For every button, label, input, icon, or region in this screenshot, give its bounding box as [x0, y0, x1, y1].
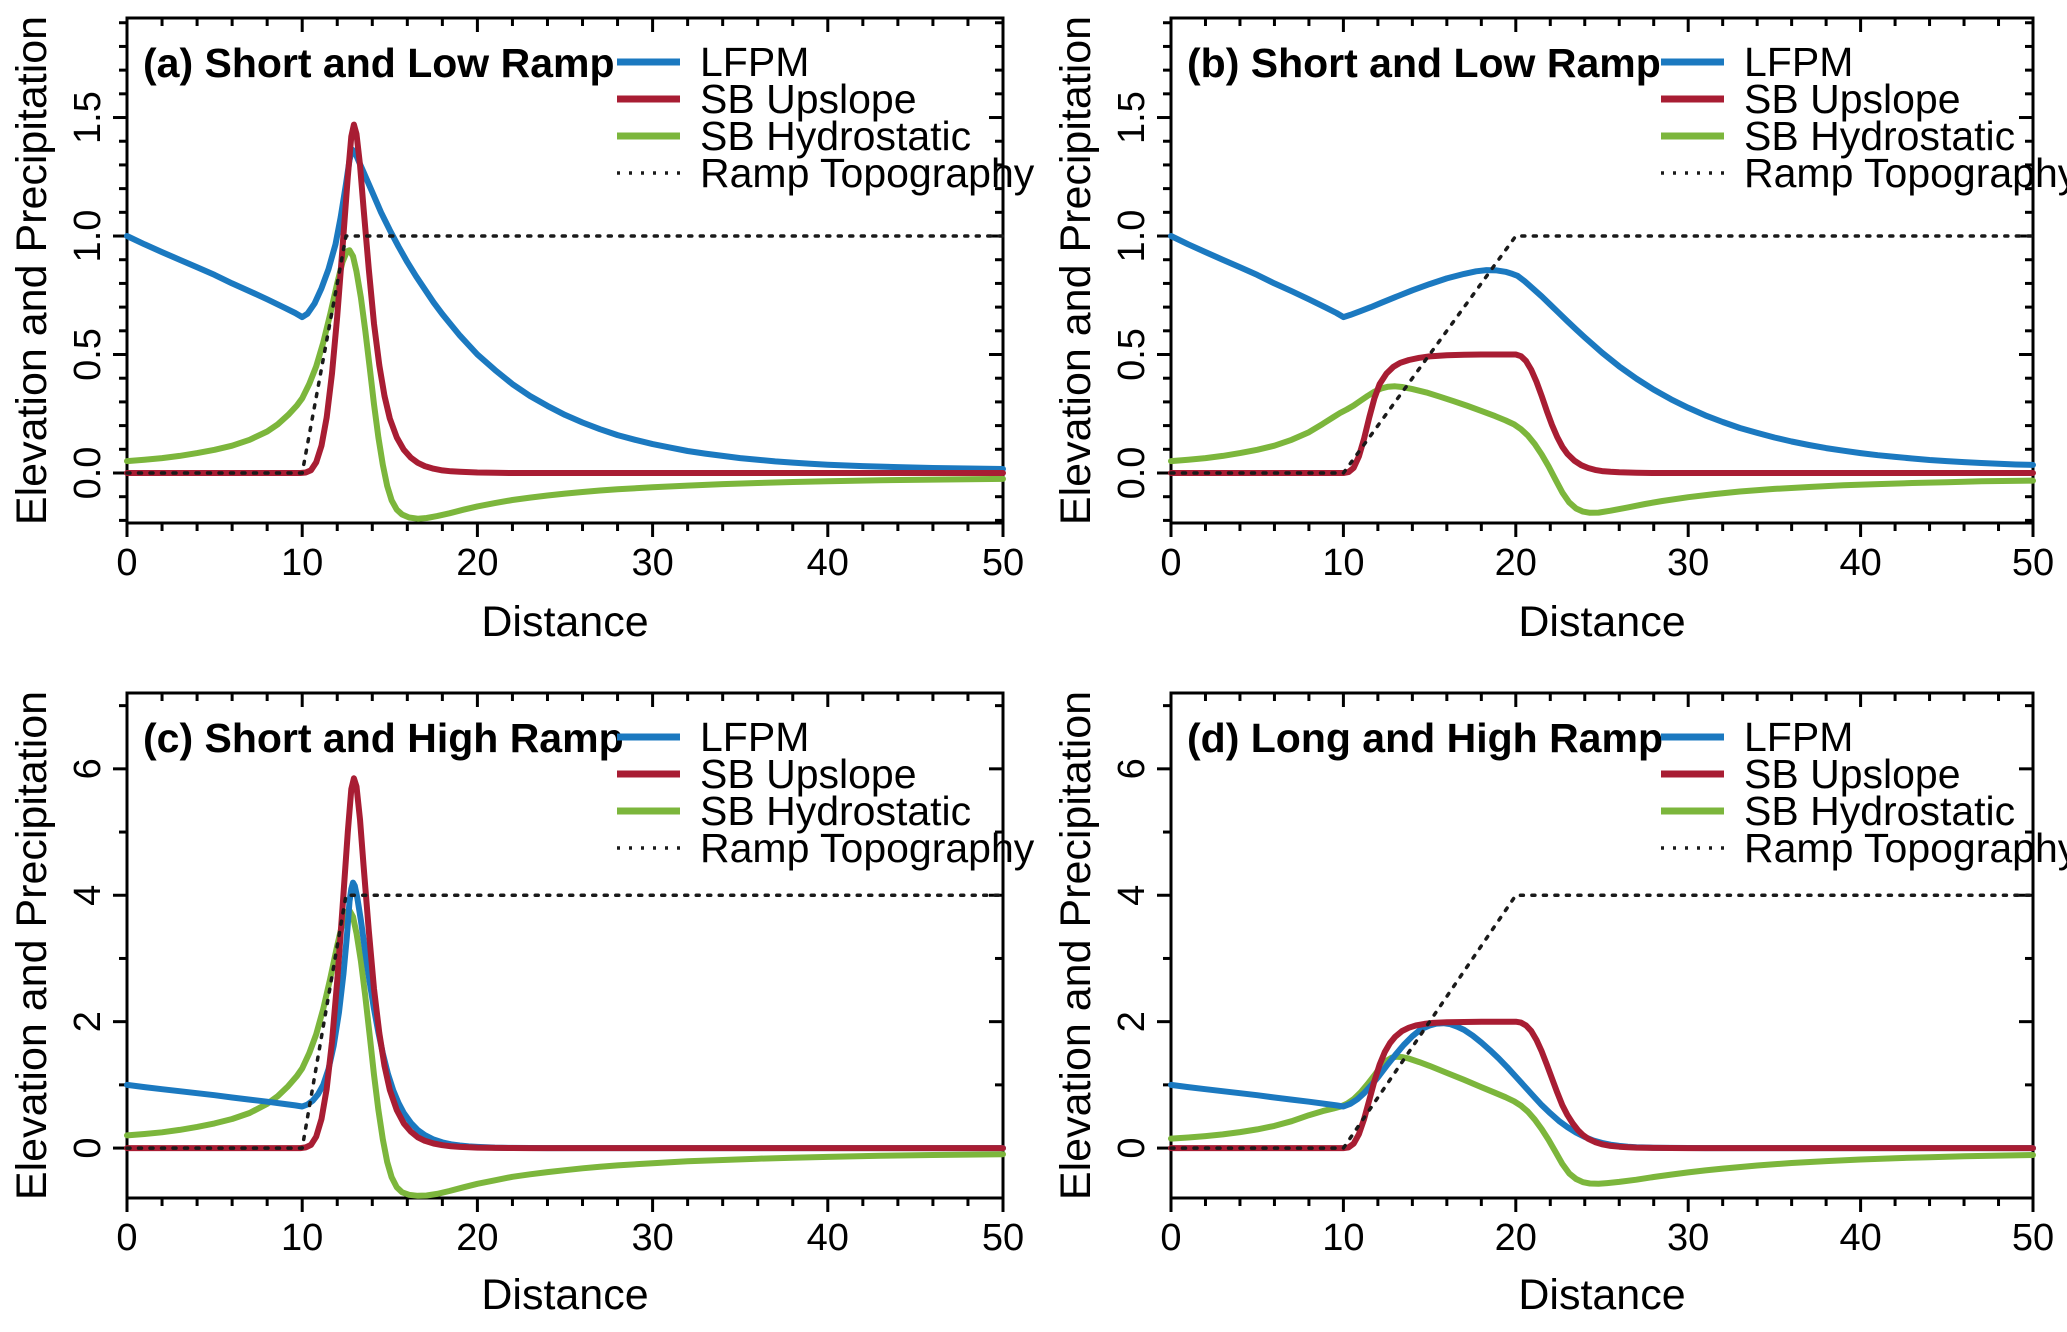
legend-item-sb-hydrostatic: SB Hydrostatic [1744, 113, 2015, 159]
legend-item-lfpm: LFPM [700, 714, 809, 760]
x-tick-label: 50 [2012, 542, 2054, 584]
panel-title: (b) Short and Low Ramp [1187, 40, 1661, 86]
legend-item-ramp-topography: Ramp Topography [700, 825, 1035, 871]
ramp-topography-curve [125, 893, 1005, 1150]
x-tick-label: 40 [807, 1217, 849, 1259]
y-tick-label: 2 [67, 1011, 109, 1032]
x-tick-label: 20 [1495, 542, 1537, 584]
panel-d: 0 10 20 30 40 50 0 2 4 6 (d) Long and High Ramp Dis… [1052, 691, 2067, 1319]
y-tick-label: 6 [1111, 758, 1153, 779]
legend-item-lfpm: LFPM [1744, 39, 1853, 85]
x-axis-label: Distance [481, 598, 648, 646]
ramp-topography-curve [1169, 234, 2035, 475]
plot-box [125, 16, 1005, 525]
x-tick-label: 10 [1322, 542, 1364, 584]
lfpm-curve [124, 146, 1006, 472]
sb-hydrostatic-curve [1168, 1053, 2036, 1187]
x-tick-label: 0 [116, 542, 137, 584]
y-axis-label: Elevation and Precipitation [1052, 691, 1100, 1200]
x-tick-label: 30 [1667, 1217, 1709, 1259]
sb-upslope-curve [1168, 351, 2036, 476]
y-tick-label: 4 [1111, 885, 1153, 906]
x-tick-label: 10 [281, 1217, 323, 1259]
y-tick-label: 1.0 [67, 210, 109, 263]
x-tick-label: 0 [1160, 542, 1181, 584]
panel-title: (a) Short and Low Ramp [143, 40, 615, 86]
panel-c: 0 10 20 30 40 50 0 2 4 6 (c) Short and High Ramp Di… [8, 691, 1035, 1319]
y-tick-label: 0 [67, 1137, 109, 1158]
legend-item-ramp-topography: Ramp Topography [1744, 825, 2067, 871]
x-tick-label: 50 [982, 1217, 1024, 1259]
x-tick-label: 10 [281, 542, 323, 584]
sb-upslope-curve [124, 121, 1006, 476]
legend-item-sb-hydrostatic: SB Hydrostatic [700, 788, 971, 834]
x-tick-label: 50 [2012, 1217, 2054, 1259]
y-axis-label: Elevation and Precipitation [8, 691, 56, 1200]
x-tick-label: 0 [1160, 1217, 1181, 1259]
x-tick-label: 40 [1839, 542, 1881, 584]
sb-upslope-curve [124, 775, 1006, 1152]
plot-box [1169, 16, 2035, 525]
y-tick-label: 6 [67, 758, 109, 779]
plot-box [125, 691, 1005, 1200]
y-tick-label: 0.5 [1111, 328, 1153, 381]
x-axis-label: Distance [481, 1271, 648, 1319]
legend-item-sb-upslope: SB Upslope [1744, 76, 1961, 122]
legend-item-ramp-topography: Ramp Topography [1744, 150, 2067, 196]
sb-hydrostatic-curve [124, 247, 1006, 522]
x-tick-label: 40 [1839, 1217, 1881, 1259]
sb-hydrostatic-curve [1168, 383, 2036, 516]
legend-item-ramp-topography: Ramp Topography [700, 150, 1035, 196]
x-tick-label: 10 [1322, 1217, 1364, 1259]
legend-item-sb-hydrostatic: SB Hydrostatic [700, 113, 971, 159]
y-tick-label: 1.5 [67, 91, 109, 144]
x-axis-label: Distance [1518, 1271, 1685, 1319]
x-tick-label: 40 [807, 542, 849, 584]
x-tick-label: 30 [631, 542, 673, 584]
x-tick-label: 20 [456, 1217, 498, 1259]
ramp-topography-curve [1169, 893, 2035, 1150]
y-tick-label: 0.5 [67, 328, 109, 381]
panel-a: 0 10 20 30 40 50 0.0 0.5 1.0 1.5 (a) Short and Low… [8, 16, 1035, 646]
legend-item-sb-upslope: SB Upslope [1744, 751, 1961, 797]
y-tick-label: 0 [1111, 1137, 1153, 1158]
legend-item-sb-hydrostatic: SB Hydrostatic [1744, 788, 2015, 834]
legend-item-sb-upslope: SB Upslope [700, 751, 917, 797]
legend-item-lfpm: LFPM [700, 39, 809, 85]
x-axis-label: Distance [1518, 598, 1685, 646]
plot-box [1169, 691, 2035, 1200]
y-tick-label: 1.0 [1111, 210, 1153, 263]
y-axis-label: Elevation and Precipitation [8, 16, 56, 525]
y-tick-label: 4 [67, 885, 109, 906]
lfpm-curve [1168, 233, 2036, 468]
legend-item-sb-upslope: SB Upslope [700, 76, 917, 122]
x-tick-label: 30 [631, 1217, 673, 1259]
sb-hydrostatic-curve [124, 907, 1006, 1199]
x-tick-label: 50 [982, 542, 1024, 584]
y-tick-label: 0.0 [67, 447, 109, 500]
y-axis-label: Elevation and Precipitation [1052, 16, 1100, 525]
legend-item-lfpm: LFPM [1744, 714, 1853, 760]
x-tick-label: 20 [456, 542, 498, 584]
y-tick-label: 0.0 [1111, 447, 1153, 500]
panel-b: 0 10 20 30 40 50 0.0 0.5 1.0 1.5 (b) Short and Low… [1052, 16, 2067, 646]
x-tick-label: 30 [1667, 542, 1709, 584]
panel-title: (c) Short and High Ramp [143, 715, 624, 761]
panel-title: (d) Long and High Ramp [1187, 715, 1663, 761]
y-tick-label: 1.5 [1111, 91, 1153, 144]
x-tick-label: 20 [1495, 1217, 1537, 1259]
x-tick-label: 0 [116, 1217, 137, 1259]
sb-upslope-curve [1168, 1018, 2036, 1152]
y-tick-label: 2 [1111, 1011, 1153, 1032]
